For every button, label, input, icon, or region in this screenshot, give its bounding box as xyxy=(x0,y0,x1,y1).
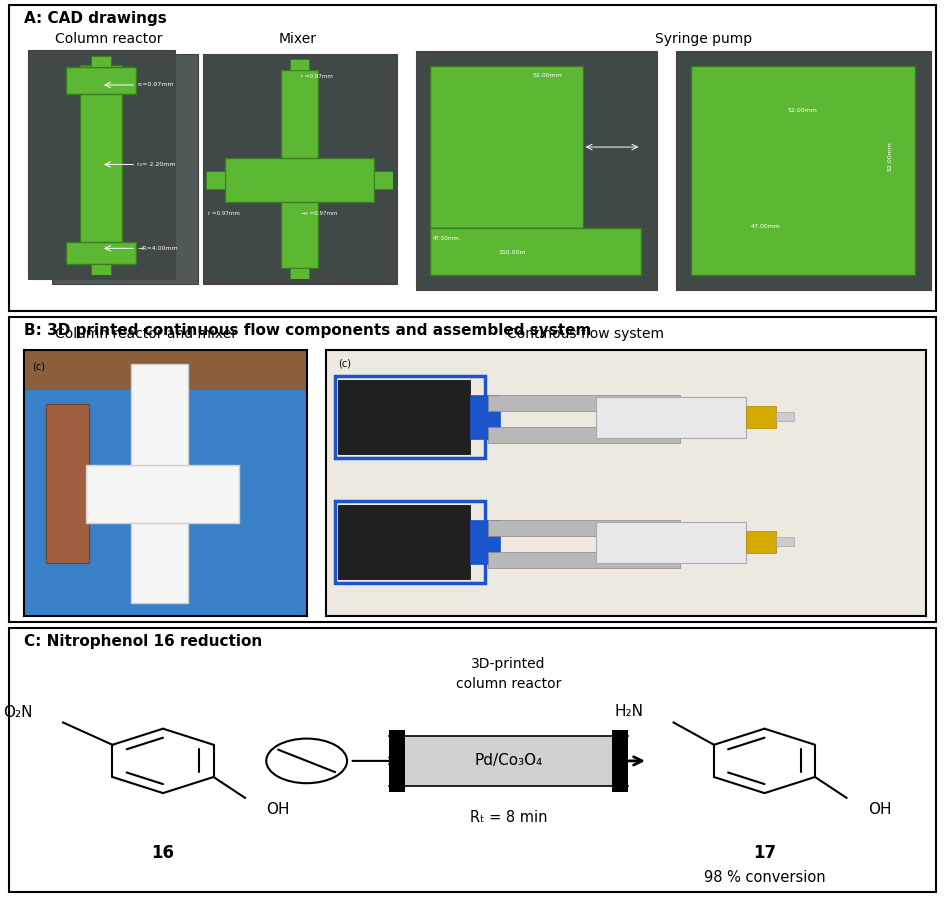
Text: Column reactor: Column reactor xyxy=(55,32,162,46)
Bar xyxy=(66,241,136,264)
Bar xyxy=(487,426,680,443)
Bar xyxy=(92,264,110,275)
Text: OH: OH xyxy=(867,802,890,816)
Bar xyxy=(80,65,122,264)
Text: (c): (c) xyxy=(32,361,45,371)
Bar xyxy=(430,228,641,275)
Bar xyxy=(596,522,745,563)
Bar xyxy=(415,51,656,290)
Polygon shape xyxy=(430,66,582,228)
Text: 3D-printed: 3D-printed xyxy=(471,657,546,671)
Text: Syringe pump: Syringe pump xyxy=(655,32,751,46)
Text: 150.00m: 150.00m xyxy=(498,250,526,255)
Bar xyxy=(46,404,89,563)
Text: OH: OH xyxy=(266,802,290,816)
Text: 52.00mm: 52.00mm xyxy=(886,141,891,171)
Bar xyxy=(335,376,484,458)
Text: 52.00mm: 52.00mm xyxy=(532,73,562,78)
Text: Pd/Co₃O₄: Pd/Co₃O₄ xyxy=(474,753,542,769)
Bar xyxy=(746,531,775,553)
Text: 16: 16 xyxy=(151,843,175,861)
Bar xyxy=(775,413,793,422)
Bar xyxy=(338,379,469,454)
Bar xyxy=(775,537,793,546)
Bar xyxy=(290,268,309,279)
Bar xyxy=(24,350,307,390)
Bar xyxy=(131,364,188,603)
Text: 52.00mm: 52.00mm xyxy=(787,108,817,114)
Bar xyxy=(487,395,680,411)
Text: r =0.97mm: r =0.97mm xyxy=(301,74,333,78)
Text: 47.00mm: 47.00mm xyxy=(750,224,780,230)
Text: r =0.97mm: r =0.97mm xyxy=(208,211,240,215)
Bar xyxy=(66,68,136,94)
Text: Column reactor and mixer: Column reactor and mixer xyxy=(56,327,237,341)
Bar xyxy=(596,396,745,438)
Text: O₂N: O₂N xyxy=(4,705,33,720)
Bar xyxy=(746,405,775,428)
Text: C: Nitrophenol 16 reduction: C: Nitrophenol 16 reduction xyxy=(24,634,261,650)
Text: Continous flow system: Continous flow system xyxy=(507,327,664,341)
Text: →R=4.00mm: →R=4.00mm xyxy=(137,246,178,250)
Text: Rₜ = 8 min: Rₜ = 8 min xyxy=(469,810,547,825)
Bar xyxy=(203,54,396,284)
Text: →r =0.97mm: →r =0.97mm xyxy=(301,211,338,215)
Text: Mixer: Mixer xyxy=(278,32,316,46)
Bar xyxy=(469,395,499,440)
Text: 47.00mm.: 47.00mm. xyxy=(432,236,461,241)
Bar xyxy=(335,501,484,583)
Bar xyxy=(206,171,225,189)
Text: 17: 17 xyxy=(752,843,775,861)
Text: B: 3D printed continuous flow components and assembled system: B: 3D printed continuous flow components… xyxy=(24,323,590,339)
Bar xyxy=(487,520,680,536)
Bar xyxy=(24,390,307,616)
Bar xyxy=(612,730,628,792)
Bar xyxy=(675,51,930,290)
Bar xyxy=(405,736,612,786)
Bar xyxy=(338,505,469,579)
Bar xyxy=(280,69,318,268)
Bar xyxy=(28,50,175,279)
Bar xyxy=(52,54,198,284)
Bar xyxy=(290,59,309,69)
Bar xyxy=(225,158,374,202)
Text: r₂= 2.20mm: r₂= 2.20mm xyxy=(137,162,176,167)
FancyBboxPatch shape xyxy=(9,317,935,622)
Bar xyxy=(469,520,499,564)
FancyBboxPatch shape xyxy=(9,5,935,311)
FancyBboxPatch shape xyxy=(9,628,935,892)
Text: column reactor: column reactor xyxy=(455,677,561,691)
Bar xyxy=(487,551,680,568)
Bar xyxy=(86,465,239,523)
Text: A: CAD drawings: A: CAD drawings xyxy=(24,11,166,26)
Text: (c): (c) xyxy=(338,359,350,369)
Text: H₂N: H₂N xyxy=(614,704,643,719)
Bar xyxy=(389,730,405,792)
Bar xyxy=(92,56,110,68)
Bar xyxy=(374,171,393,189)
Text: r₁=0.97mm: r₁=0.97mm xyxy=(137,83,174,87)
Text: 98 % conversion: 98 % conversion xyxy=(703,869,824,885)
